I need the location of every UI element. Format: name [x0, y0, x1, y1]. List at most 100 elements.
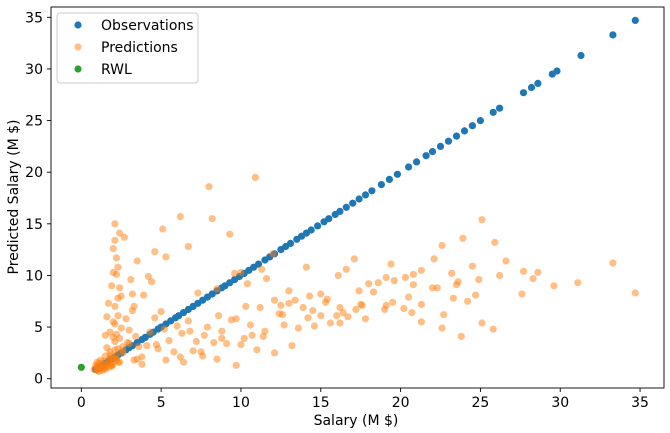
point [448, 269, 456, 277]
point [417, 318, 425, 326]
point [101, 331, 109, 339]
point [631, 16, 639, 24]
point [151, 314, 159, 322]
point [262, 275, 271, 283]
point [457, 332, 465, 340]
point [186, 327, 194, 335]
y-tick-label: 30 [25, 62, 43, 78]
point [124, 339, 132, 347]
point [574, 279, 582, 287]
point [112, 270, 121, 278]
point [334, 271, 342, 280]
point [438, 241, 446, 250]
point [358, 301, 366, 309]
point [452, 132, 461, 140]
point [491, 238, 499, 246]
point [577, 51, 585, 60]
legend: Observations Predictions RWL [56, 12, 199, 84]
point [468, 122, 476, 130]
point [355, 195, 363, 203]
point [400, 304, 408, 313]
point [237, 341, 245, 349]
point [449, 294, 457, 302]
point [184, 242, 192, 251]
point [349, 199, 357, 207]
point [143, 342, 151, 350]
point [223, 340, 231, 348]
point [339, 309, 347, 317]
point [232, 361, 240, 369]
point [496, 271, 504, 280]
point [127, 276, 135, 284]
point [285, 287, 293, 295]
point [242, 302, 250, 310]
axes-layer: 0 5 10 15 20 25 30 35 0 5 10 15 20 25 30 35 [25, 6, 665, 411]
y-axis-label: Predicted Salary (M $) [6, 120, 22, 275]
point [176, 213, 184, 221]
point [317, 290, 325, 298]
point [342, 265, 350, 273]
point [286, 239, 295, 247]
point [529, 275, 537, 283]
point [116, 334, 124, 342]
point [162, 356, 170, 364]
point [240, 334, 248, 342]
point [519, 267, 528, 275]
point [108, 282, 116, 290]
legend-item-observations: Observations [74, 18, 194, 34]
point [111, 320, 119, 328]
point [173, 322, 181, 330]
point [111, 346, 119, 354]
y-tick-label: 25 [25, 114, 43, 130]
point [117, 324, 125, 332]
point [258, 265, 266, 273]
point [218, 334, 226, 342]
point [310, 322, 318, 330]
legend-marker [74, 21, 82, 29]
y-tick-label: 20 [25, 165, 43, 181]
point [408, 309, 416, 317]
point [152, 341, 160, 349]
point [527, 83, 536, 92]
point [323, 295, 331, 303]
point [405, 163, 413, 171]
point [213, 285, 221, 293]
point [205, 183, 213, 191]
point [248, 331, 256, 339]
point [454, 278, 462, 286]
point [231, 269, 239, 277]
point [336, 207, 344, 215]
point [361, 315, 370, 323]
x-tick-label: 0 [77, 395, 86, 411]
plot-frame [50, 6, 665, 389]
point [302, 263, 310, 271]
point [336, 319, 344, 327]
point [369, 288, 378, 296]
point [254, 260, 263, 268]
point [120, 233, 128, 241]
point [478, 319, 486, 327]
point [405, 293, 413, 301]
point [256, 303, 264, 312]
legend-item-rwl: RWL [74, 62, 132, 78]
point [226, 230, 234, 238]
point [246, 321, 255, 329]
point [277, 301, 285, 309]
point [135, 343, 143, 351]
point [184, 317, 192, 325]
point [518, 290, 526, 298]
point [361, 191, 370, 199]
point [609, 31, 617, 39]
point [157, 308, 165, 316]
point [344, 313, 352, 321]
point [631, 289, 639, 297]
point [116, 229, 124, 237]
point [178, 329, 186, 337]
point [393, 170, 401, 178]
points-layer [77, 16, 639, 376]
point [385, 175, 393, 183]
point [215, 312, 223, 320]
point [460, 127, 469, 135]
point [176, 353, 184, 361]
y-tick-label: 0 [34, 372, 43, 388]
